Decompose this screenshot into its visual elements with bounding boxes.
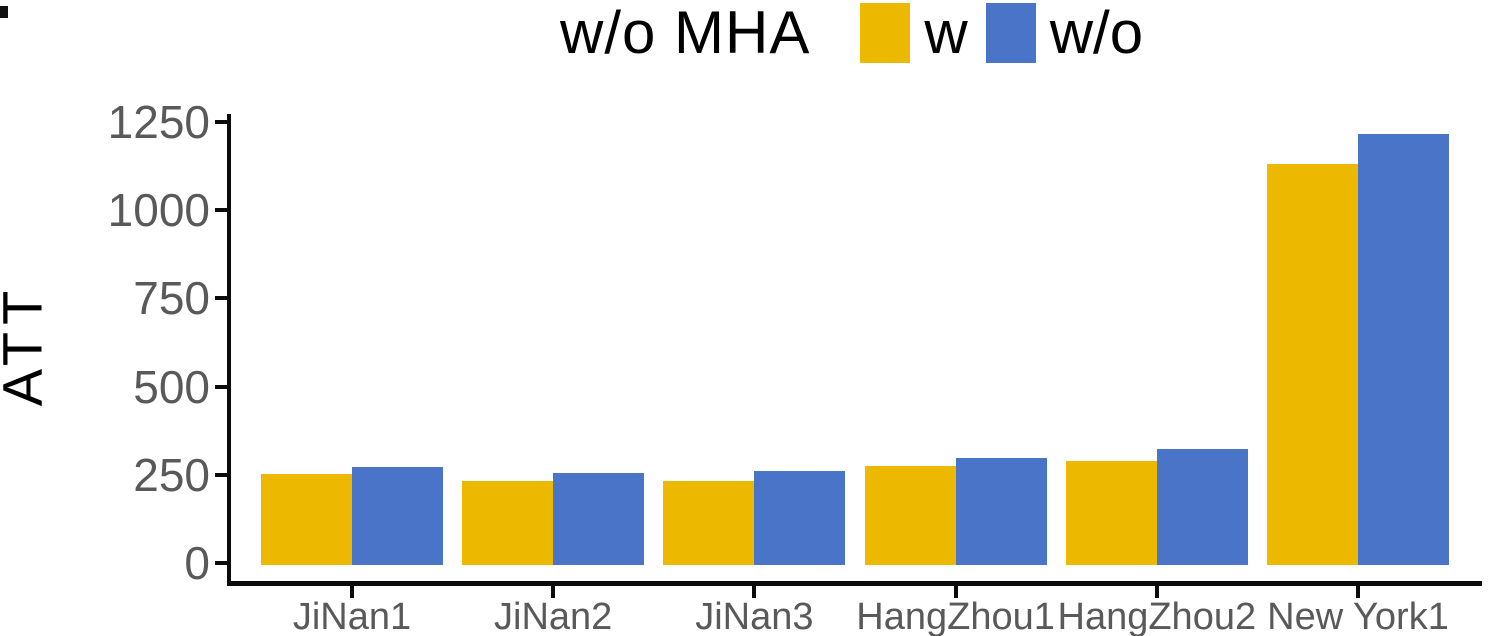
bar-w-jinan3 [663, 480, 755, 565]
bar-w-new-york1 [1267, 164, 1358, 565]
x-tick-label: JiNan1 [292, 596, 412, 636]
bar-wo-hangzhou2 [1156, 449, 1248, 565]
legend: w/o MHA w w/o [560, 0, 1143, 66]
y-axis-label: ATT [0, 283, 54, 407]
bar-w-jinan1 [261, 474, 352, 565]
x-tick-mark [1154, 586, 1159, 598]
bar-wo-jinan2 [553, 472, 645, 565]
x-tick-mark [1356, 586, 1360, 598]
y-tick-label: 1000 [107, 184, 210, 237]
x-tick-mark [953, 586, 958, 598]
chart-title: w/o MHA [560, 0, 811, 66]
x-tick-mark [350, 586, 354, 598]
y-tick-mark [215, 384, 227, 389]
y-tick-mark [215, 472, 227, 477]
y-tick-mark [215, 119, 227, 124]
bar-wo-jinan1 [352, 467, 443, 565]
x-tick-label: New York1 [1267, 596, 1449, 636]
y-tick-label: 1250 [107, 95, 210, 148]
x-axis-line [227, 581, 1482, 586]
bar-w-hangzhou2 [1065, 460, 1157, 565]
bar-w-jinan2 [462, 481, 554, 565]
bar-w-hangzhou1 [864, 466, 956, 565]
legend-label-wo: w/o [1049, 0, 1144, 66]
y-tick-mark [215, 296, 227, 301]
x-tick-label: JiNan2 [494, 596, 613, 636]
x-tick-label: HangZhou1 [856, 596, 1055, 636]
bar-wo-hangzhou1 [955, 458, 1047, 565]
bar-wo-new-york1 [1358, 134, 1449, 565]
y-tick-label: 250 [133, 448, 210, 501]
legend-swatch-w [860, 3, 911, 63]
y-axis-line [227, 114, 231, 586]
bar-wo-jinan3 [754, 470, 846, 565]
corner-artifact-mark [0, 6, 8, 18]
x-tick-mark [752, 586, 757, 598]
x-tick-mark [551, 586, 556, 598]
y-tick-mark [215, 208, 227, 213]
y-tick-mark [215, 561, 227, 566]
legend-swatch-wo [985, 3, 1036, 63]
legend-label-w: w [924, 0, 968, 66]
x-tick-label: HangZhou2 [1057, 596, 1257, 636]
x-tick-label: JiNan3 [695, 596, 814, 636]
y-tick-label: 0 [184, 537, 210, 590]
y-tick-label: 750 [133, 272, 210, 325]
y-tick-label: 500 [133, 360, 210, 413]
